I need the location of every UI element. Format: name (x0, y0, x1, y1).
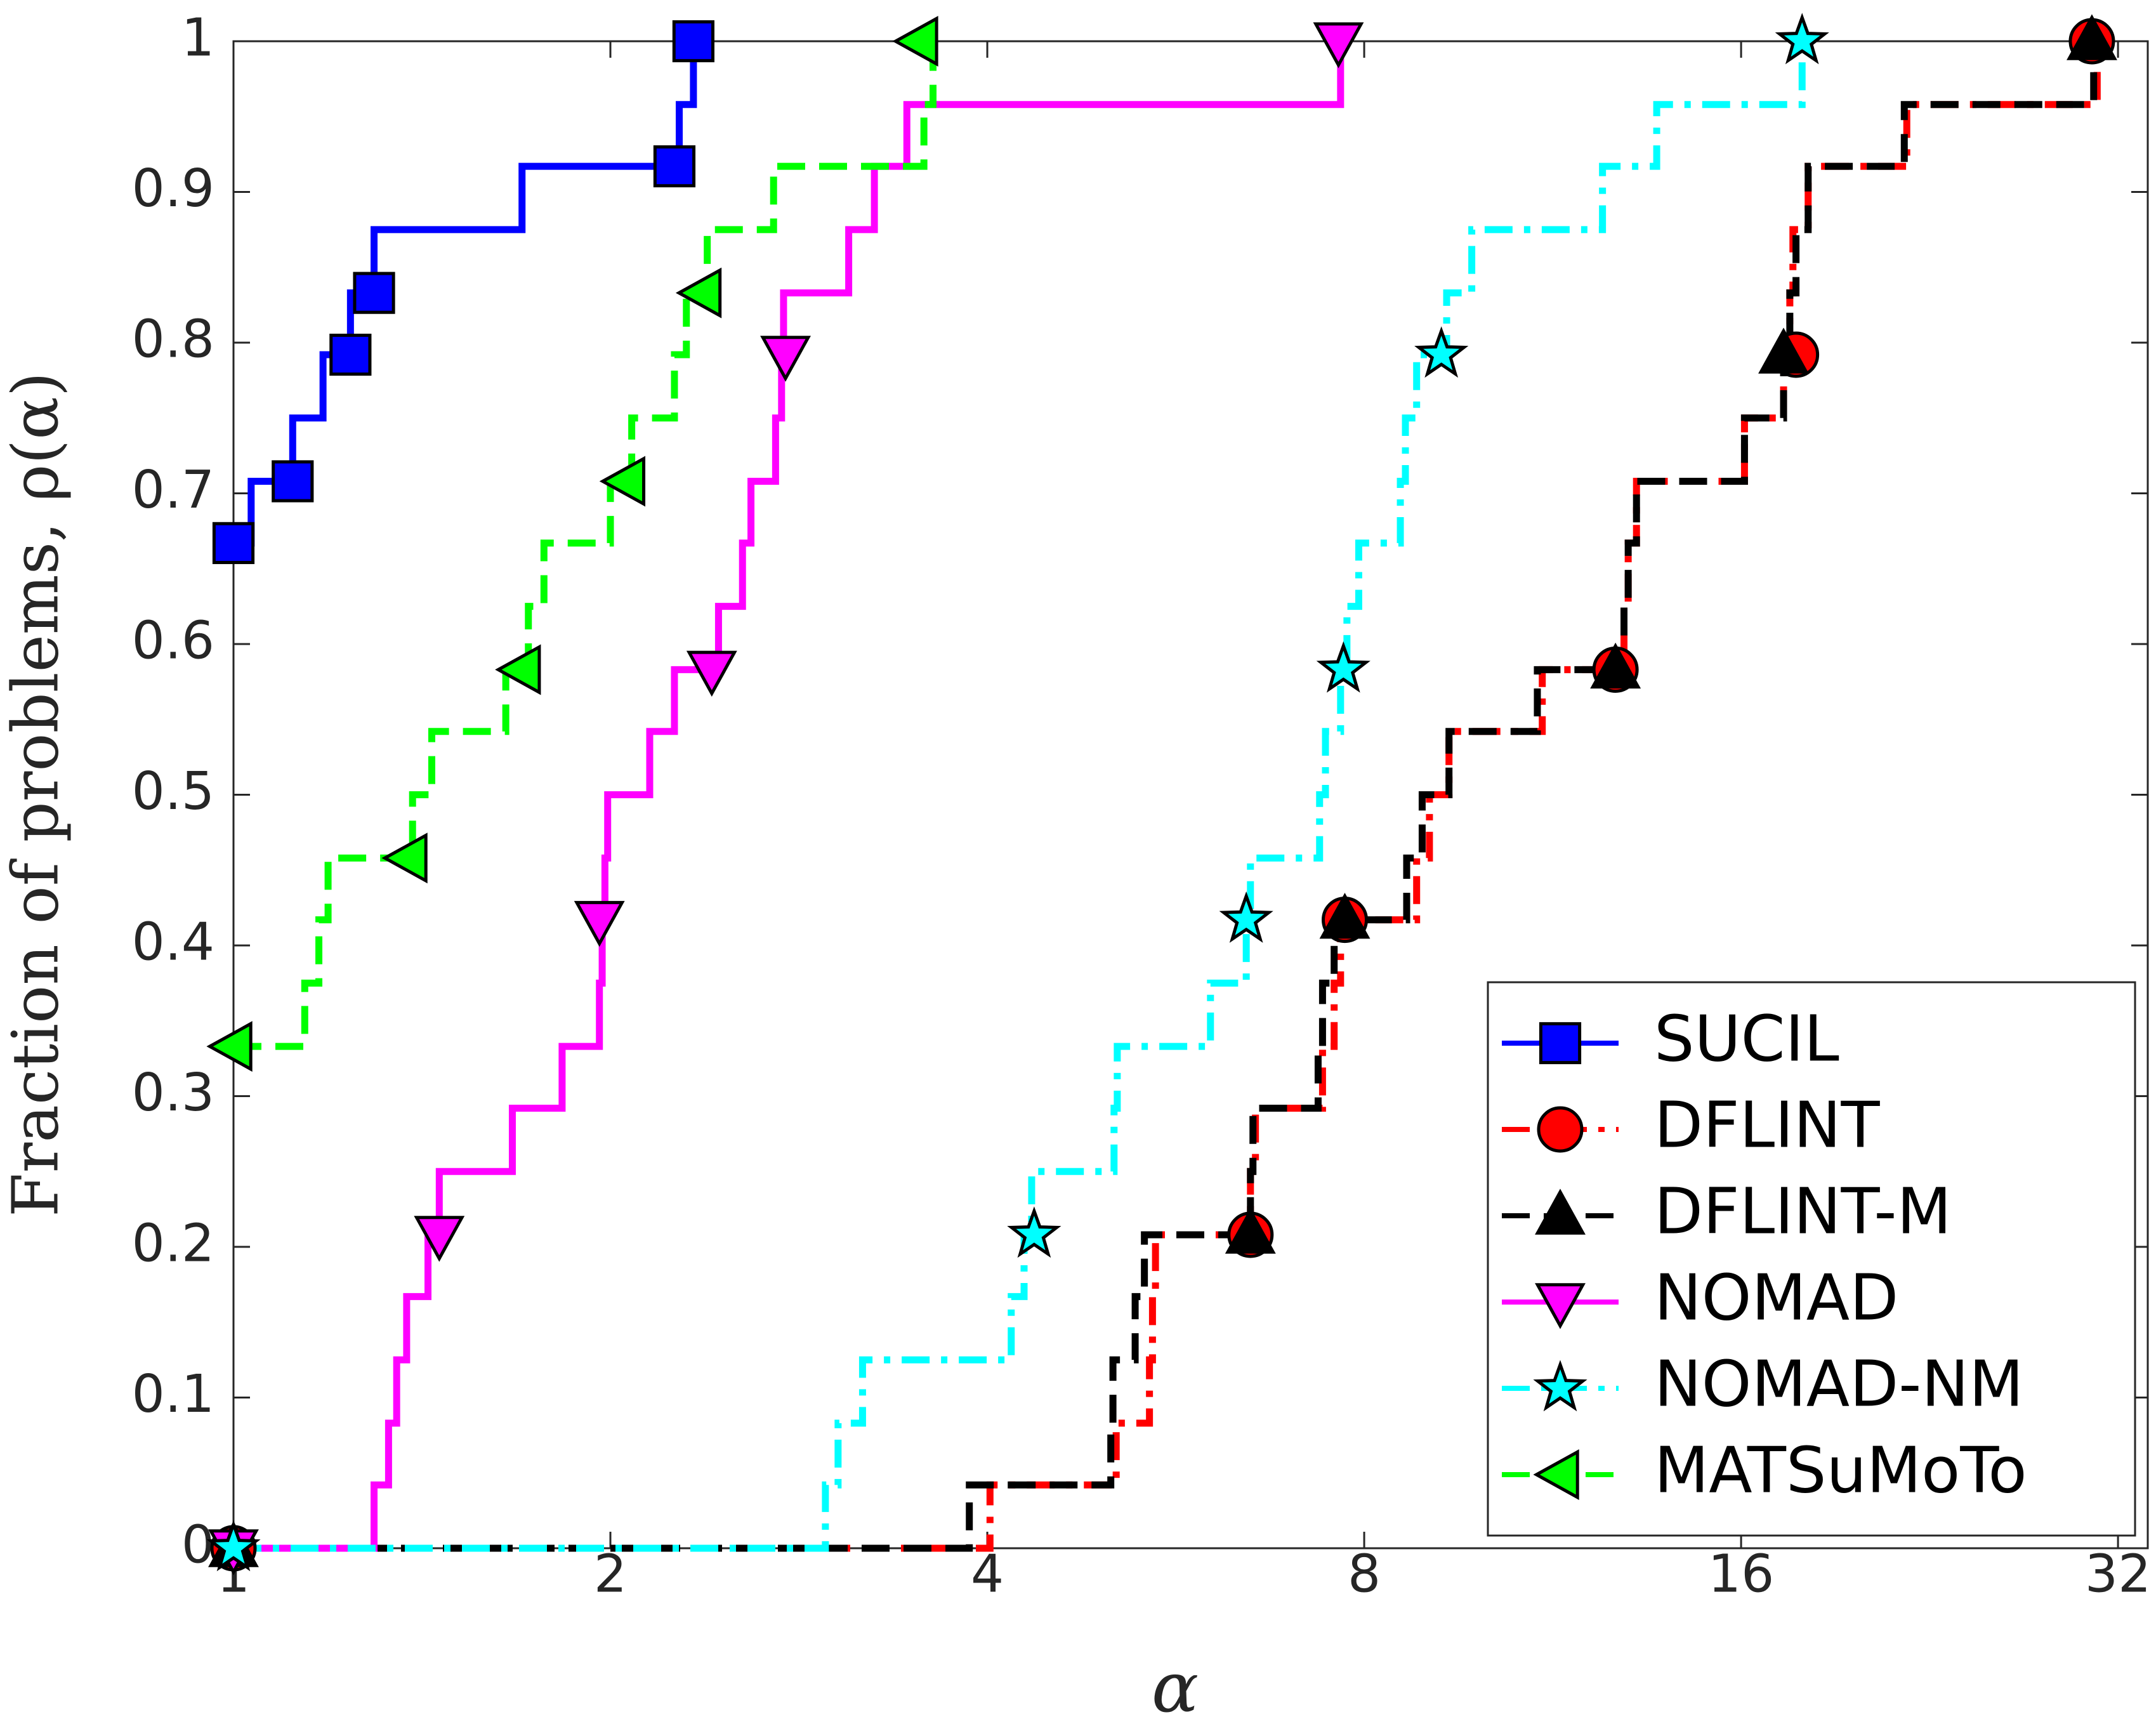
y-tick-label: 0.5 (132, 761, 214, 822)
y-tick-label: 1 (181, 8, 214, 68)
y-tick-label: 0.7 (132, 460, 214, 520)
marker (1007, 1206, 1062, 1258)
x-tick-label: 32 (2085, 1544, 2151, 1604)
y-tick-label: 0.8 (132, 309, 214, 369)
y-tick-label: 0.2 (132, 1213, 214, 1273)
marker (353, 272, 395, 314)
legend-marker (1535, 1188, 1586, 1235)
series-line (233, 41, 1806, 1552)
marker (1225, 1207, 1276, 1254)
x-tick-label: 4 (971, 1544, 1004, 1604)
x-tick-label: 8 (1348, 1544, 1381, 1604)
series-line (233, 41, 2098, 1552)
marker (212, 522, 255, 564)
marker (1313, 22, 1364, 69)
series-line (233, 41, 1344, 1552)
marker (206, 1520, 261, 1572)
y-tick-label: 0 (181, 1515, 214, 1575)
y-tick-label: 0.3 (132, 1063, 214, 1123)
marker (495, 644, 541, 695)
marker (206, 1021, 253, 1072)
y-tick-label: 0.4 (132, 912, 214, 972)
legend-marker (1533, 1449, 1579, 1500)
marker (760, 336, 811, 382)
marker (599, 456, 646, 507)
legend-box (1487, 981, 2136, 1537)
marker (2067, 14, 2117, 60)
legend-marker (1537, 1106, 1584, 1153)
legend-label: NOMAD (1654, 1260, 1898, 1334)
marker (1758, 327, 1809, 374)
x-axis-label: α (1152, 1647, 1199, 1724)
marker (1219, 891, 1273, 943)
series-line (233, 41, 937, 1050)
legend-marker (1535, 1283, 1586, 1329)
y-tick-label: 0.9 (132, 159, 214, 219)
legend-label: MATSuMoTo (1654, 1433, 2027, 1507)
marker (686, 650, 737, 697)
y-tick-label: 0.6 (132, 610, 214, 671)
y-axis-label: Fraction of problems, ρ(α) (0, 372, 73, 1217)
marker (1414, 326, 1469, 378)
legend-marker (1533, 1360, 1587, 1412)
x-tick-label: 16 (1708, 1544, 1774, 1604)
x-tick-label: 2 (594, 1544, 627, 1604)
y-tick-label: 0.1 (132, 1364, 214, 1425)
marker (272, 460, 314, 503)
marker (414, 1216, 465, 1262)
marker (675, 267, 722, 319)
legend-label: DFLINT (1654, 1088, 1881, 1162)
marker (672, 20, 715, 63)
marker (1590, 642, 1641, 689)
marker (329, 333, 372, 376)
marker (1319, 893, 1371, 939)
legend-label: DFLINT-M (1654, 1174, 1952, 1248)
marker (653, 145, 696, 188)
marker (1316, 641, 1371, 693)
marker (574, 900, 625, 947)
marker (381, 832, 428, 884)
marker (892, 16, 938, 67)
legend-label: SUCIL (1654, 1001, 1839, 1076)
legend-label: NOMAD-NM (1654, 1346, 2023, 1421)
marker (1775, 13, 1829, 65)
legend-marker (1539, 1022, 1582, 1065)
